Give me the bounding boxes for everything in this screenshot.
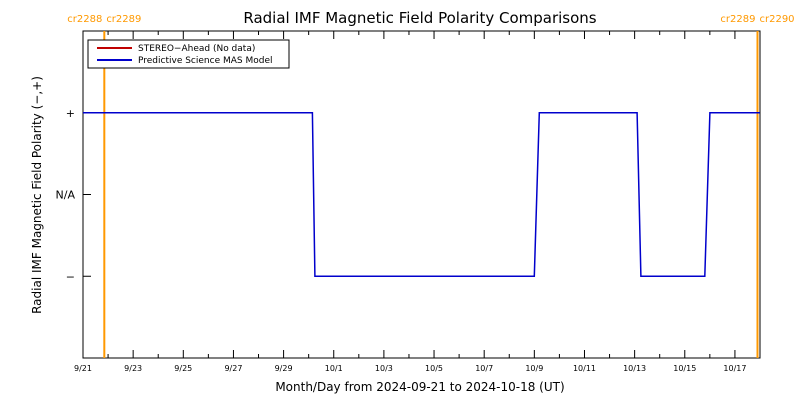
x-tick-label: 10/1 [325,364,343,373]
series-line-1 [83,112,760,278]
x-tick-label: 9/27 [224,364,242,373]
y-axis-ticks: + N/A − [56,107,91,283]
legend: STEREO−Ahead (No data) Predictive Scienc… [87,39,290,69]
legend-box [87,39,290,69]
x-tick-label: 10/13 [623,364,646,373]
x-tick-label: 10/9 [525,364,543,373]
x-axis-ticks: 9/21 9/23 9/25 9/27 9/29 10/1 10/3 10/5 10/7 10/9… [74,31,761,373]
y-tick-label: − [66,270,75,283]
plot-frame [82,30,761,359]
carrington-label-before: cr2288 [67,14,102,25]
y-axis-label: Radial IMF Magnetic Field Polarity (−,+) [30,76,44,314]
legend-label-mas: Predictive Science MAS Model [138,56,273,66]
legend-label-stereo: STEREO−Ahead (No data) [138,44,255,54]
carrington-label-after: cr2289 [106,14,141,25]
x-tick-label: 9/23 [124,364,142,373]
carrington-rotation-labels: cr2288 cr2289 cr2289 cr2290 [67,14,794,25]
x-tick-label: 9/21 [74,364,92,373]
x-tick-label: 10/15 [673,364,696,373]
x-tick-label: 9/29 [275,364,293,373]
y-tick-label: + [66,107,75,120]
x-tick-label: 10/11 [573,364,596,373]
series-lines [83,112,760,278]
x-tick-label: 10/5 [425,364,443,373]
x-tick-label: 9/25 [174,364,192,373]
x-tick-label: 10/3 [375,364,393,373]
x-tick-label: 10/17 [723,364,746,373]
x-axis-label: Month/Day from 2024-09-21 to 2024-10-18 … [275,380,564,394]
y-tick-label: N/A [56,189,76,202]
carrington-label-after: cr2290 [759,14,794,25]
carrington-label-before: cr2289 [720,14,755,25]
x-tick-label: 10/7 [475,364,493,373]
carrington-markers [103,31,759,358]
chart-title: Radial IMF Magnetic Field Polarity Compa… [243,9,596,27]
